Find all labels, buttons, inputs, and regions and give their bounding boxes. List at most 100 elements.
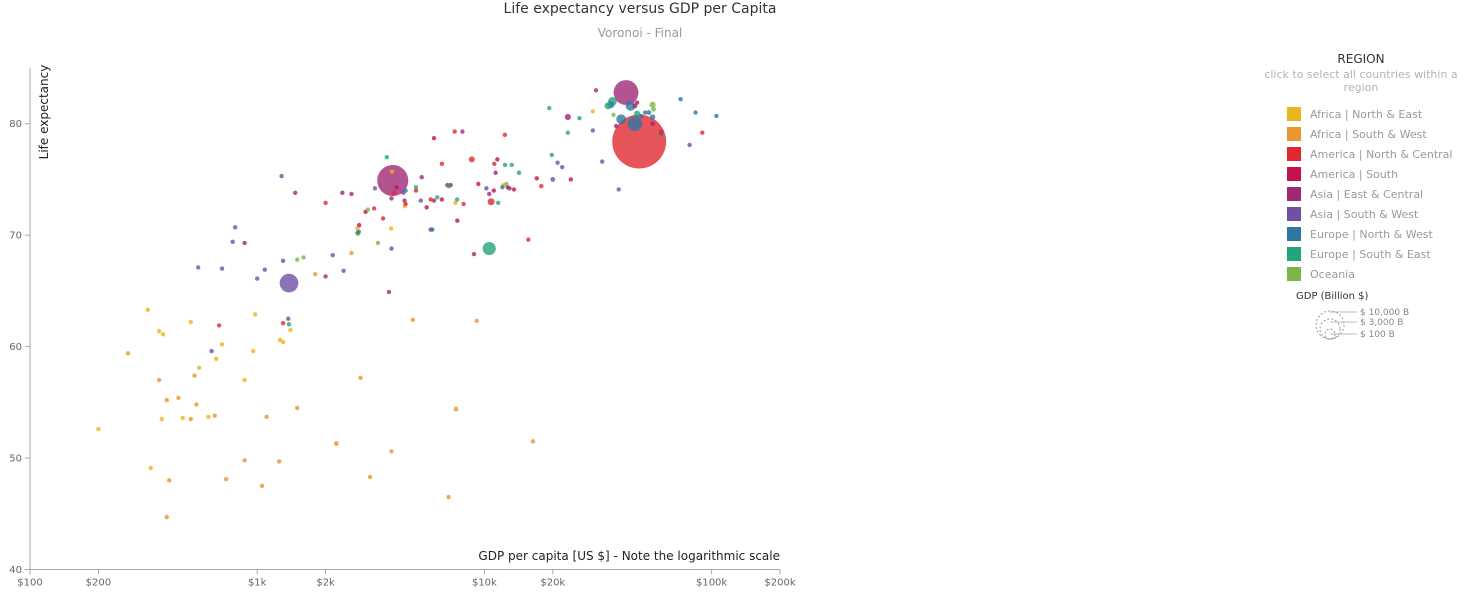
data-point[interactable]: [372, 186, 378, 191]
data-point[interactable]: [386, 289, 392, 295]
data-point[interactable]: [492, 161, 497, 167]
data-point[interactable]: [555, 160, 560, 165]
data-point[interactable]: [424, 205, 429, 210]
data-point[interactable]: [418, 198, 424, 203]
data-point[interactable]: [500, 185, 505, 190]
data-point[interactable]: [454, 197, 460, 202]
data-point[interactable]: [568, 177, 573, 182]
data-point[interactable]: [590, 109, 596, 114]
data-point[interactable]: [634, 100, 640, 105]
data-point[interactable]: [491, 188, 497, 193]
data-point[interactable]: [188, 416, 193, 422]
data-point[interactable]: [495, 157, 500, 162]
data-point[interactable]: [388, 226, 394, 231]
data-point[interactable]: [341, 268, 346, 274]
data-point[interactable]: [280, 339, 286, 345]
data-point[interactable]: [188, 319, 193, 325]
data-point[interactable]: [253, 312, 258, 317]
data-point[interactable]: [413, 188, 419, 193]
data-point[interactable]: [333, 441, 339, 446]
data-point[interactable]: [627, 116, 643, 132]
data-point[interactable]: [242, 240, 247, 246]
data-point[interactable]: [577, 115, 582, 121]
data-point[interactable]: [526, 237, 531, 242]
data-point[interactable]: [502, 132, 508, 138]
data-point[interactable]: [279, 173, 284, 179]
data-point[interactable]: [286, 316, 291, 321]
legend-item[interactable]: Africa | South & West: [1248, 124, 1470, 144]
data-point[interactable]: [495, 200, 501, 206]
data-point[interactable]: [96, 426, 101, 432]
data-point[interactable]: [277, 337, 283, 343]
data-point[interactable]: [613, 80, 639, 105]
data-point[interactable]: [547, 105, 552, 111]
data-point[interactable]: [504, 181, 509, 187]
data-point[interactable]: [516, 170, 522, 175]
data-point[interactable]: [323, 200, 328, 206]
data-point[interactable]: [410, 317, 415, 323]
data-point[interactable]: [600, 159, 605, 164]
data-point[interactable]: [550, 177, 556, 182]
data-point[interactable]: [487, 191, 492, 197]
data-point[interactable]: [255, 276, 260, 281]
data-point[interactable]: [356, 229, 361, 235]
data-point[interactable]: [539, 183, 544, 189]
data-point[interactable]: [482, 241, 496, 256]
data-point[interactable]: [358, 375, 363, 381]
data-point[interactable]: [389, 246, 394, 251]
data-point[interactable]: [209, 348, 214, 354]
data-point[interactable]: [439, 161, 445, 167]
data-point[interactable]: [355, 226, 360, 231]
data-point[interactable]: [502, 162, 508, 168]
data-point[interactable]: [616, 187, 621, 192]
data-point[interactable]: [394, 185, 399, 190]
data-point[interactable]: [650, 121, 655, 126]
data-point[interactable]: [262, 267, 267, 272]
data-point[interactable]: [446, 494, 451, 500]
data-point[interactable]: [156, 328, 162, 334]
data-point[interactable]: [156, 377, 162, 383]
data-point[interactable]: [534, 176, 539, 181]
data-point[interactable]: [180, 415, 185, 421]
data-point[interactable]: [277, 459, 282, 464]
data-point[interactable]: [196, 265, 201, 270]
data-point[interactable]: [295, 257, 300, 262]
data-point[interactable]: [280, 321, 286, 326]
data-point[interactable]: [279, 273, 299, 293]
data-point[interactable]: [484, 186, 489, 191]
data-point[interactable]: [313, 271, 318, 277]
data-point[interactable]: [367, 474, 373, 480]
data-point[interactable]: [471, 251, 477, 257]
data-point[interactable]: [194, 402, 199, 407]
legend-item[interactable]: Europe | South & East: [1248, 244, 1470, 264]
data-point[interactable]: [288, 327, 293, 333]
data-point[interactable]: [590, 128, 596, 133]
data-point[interactable]: [678, 97, 683, 102]
data-point[interactable]: [384, 154, 390, 160]
data-point[interactable]: [389, 169, 395, 174]
data-point[interactable]: [242, 458, 247, 463]
data-point[interactable]: [125, 351, 131, 356]
data-point[interactable]: [167, 478, 172, 483]
data-point[interactable]: [474, 318, 479, 324]
data-point[interactable]: [280, 258, 286, 263]
legend-item[interactable]: Europe | North & West: [1248, 224, 1470, 244]
data-point[interactable]: [511, 187, 517, 192]
data-point[interactable]: [530, 439, 536, 444]
data-point[interactable]: [242, 377, 247, 383]
data-point[interactable]: [389, 196, 394, 201]
data-point[interactable]: [159, 416, 164, 422]
data-point[interactable]: [206, 414, 211, 420]
data-point[interactable]: [216, 323, 222, 328]
data-point[interactable]: [646, 110, 652, 115]
data-point[interactable]: [632, 103, 638, 109]
data-point[interactable]: [148, 465, 153, 471]
data-point[interactable]: [430, 227, 435, 232]
data-point[interactable]: [687, 142, 692, 148]
legend-item[interactable]: Oceania: [1248, 264, 1470, 284]
data-point[interactable]: [264, 414, 269, 420]
legend-item[interactable]: Africa | North & East: [1248, 104, 1470, 124]
data-point[interactable]: [176, 395, 181, 401]
data-point[interactable]: [649, 101, 656, 108]
data-point[interactable]: [612, 114, 667, 169]
